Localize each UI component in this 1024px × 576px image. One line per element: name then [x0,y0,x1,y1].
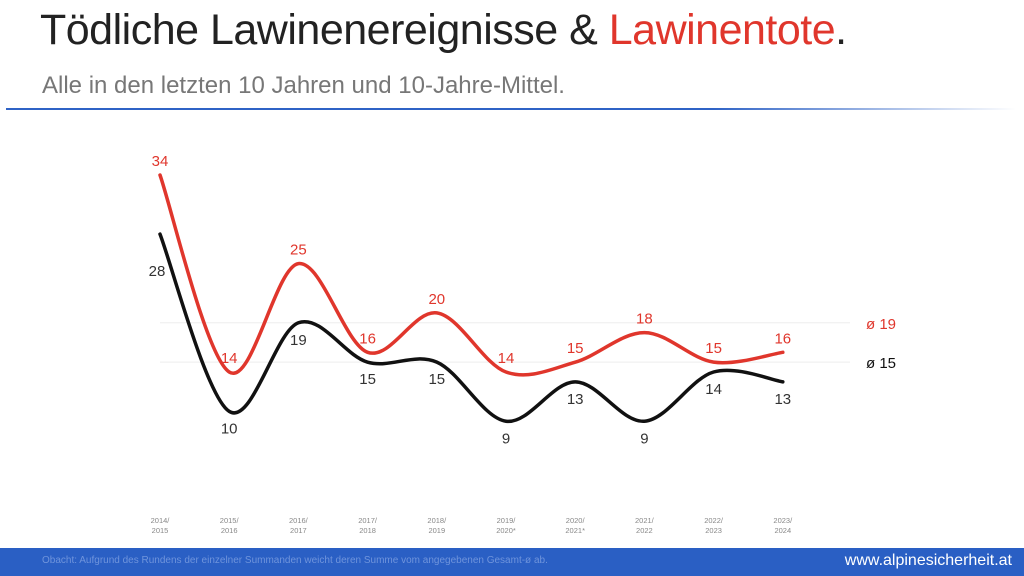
chart-subtitle: Alle in den letzten 10 Jahren und 10-Jah… [42,72,565,99]
data-label: 9 [640,430,648,447]
x-tick-label: 2021/ [635,516,655,525]
x-tick-label: 2018 [359,526,376,535]
footer-bar: Obacht: Aufgrund des Rundens der einzeln… [0,548,1024,576]
x-tick-label: 2014/ [151,516,171,525]
chart-title: Tödliche Lawinenereignisse & Lawinentote… [40,6,847,54]
x-tick-label: 2023 [705,526,722,535]
x-tick-label: 2016/ [289,516,309,525]
data-label: 18 [636,311,653,328]
x-tick-label: 2022 [636,526,653,535]
footnote: Obacht: Aufgrund des Rundens der einzeln… [42,555,548,566]
data-label: 15 [705,340,722,357]
data-label: 14 [498,350,515,367]
average-label: ø 15 [866,355,896,372]
data-label: 13 [774,391,791,408]
x-tick-label: 2020/ [566,516,586,525]
x-tick-label: 2017/ [358,516,378,525]
x-tick-label: 2021* [565,526,585,535]
data-label: 15 [428,371,445,388]
data-label: 13 [567,391,584,408]
series-line-1 [158,232,785,424]
x-tick-label: 2020* [496,526,516,535]
data-label: 20 [428,291,445,308]
data-label: 34 [152,153,169,170]
data-label: 16 [774,330,791,347]
x-tick-label: 2016 [221,526,238,535]
title-divider [6,108,1016,110]
x-tick-label: 2015 [152,526,169,535]
data-label: 9 [502,430,510,447]
data-label: 19 [290,332,307,349]
x-tick-label: 2023/ [773,516,793,525]
series-line-0 [158,173,785,377]
x-tick-label: 2024 [774,526,791,535]
data-label: 14 [705,381,722,398]
data-label: 16 [359,330,376,347]
data-label: 15 [567,340,584,357]
data-label: 25 [290,242,307,259]
x-tick-label: 2015/ [220,516,240,525]
x-tick-label: 2018/ [427,516,447,525]
x-tick-label: 2019/ [497,516,517,525]
website-link[interactable]: www.alpinesicherheit.at [844,552,1012,569]
x-tick-label: 2019 [428,526,445,535]
x-tick-label: 2022/ [704,516,724,525]
data-label: 14 [221,350,238,367]
average-label: ø 19 [866,316,896,333]
data-label: 10 [221,420,238,437]
data-label: 15 [359,371,376,388]
data-label: 28 [149,263,166,280]
x-tick-label: 2017 [290,526,307,535]
line-chart: ø 19 ø 15 34 14 25 16 20 14 15 18 15 16 28 10 19 15 15 9 1… [149,153,896,535]
